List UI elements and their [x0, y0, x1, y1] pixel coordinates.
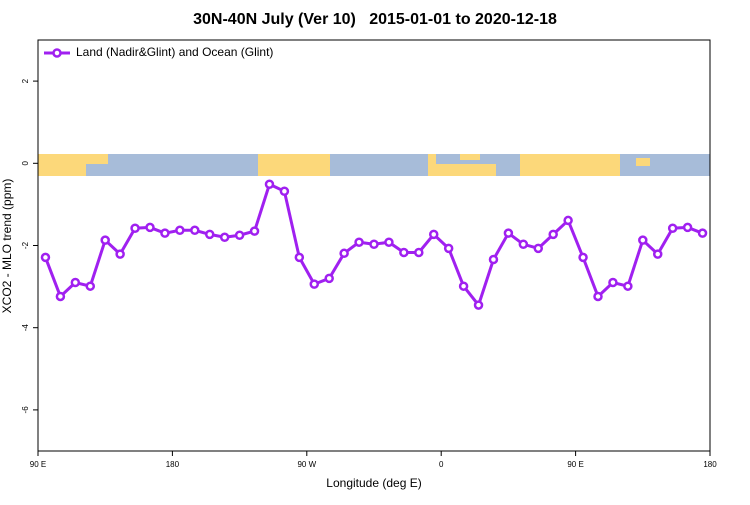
point: [488, 254, 499, 265]
point: [593, 291, 603, 302]
point: [204, 229, 215, 240]
point: [190, 225, 200, 236]
chart-title: 30N-40N July (Ver 10) 2015-01-01 to 2020…: [193, 11, 557, 28]
point: [145, 222, 155, 233]
point: [279, 186, 290, 196]
point: [414, 247, 424, 258]
legend: Land (Nadir&Glint) and Ocean (Glint): [44, 45, 273, 59]
point: [697, 228, 708, 238]
point: [354, 237, 364, 247]
y-tick-label: 0: [21, 161, 30, 166]
point: [294, 252, 305, 263]
point: [249, 226, 260, 236]
point: [160, 228, 170, 238]
x-tick-label: 0: [439, 460, 444, 469]
x-tick-label: 90 W: [297, 460, 316, 469]
point: [309, 279, 320, 289]
x-tick-label: 180: [703, 460, 717, 469]
point: [608, 277, 618, 288]
point: [70, 277, 81, 288]
point: [533, 243, 544, 254]
y-tick-label: -2: [21, 241, 30, 249]
point: [324, 273, 334, 284]
point: [458, 281, 469, 291]
point: [55, 291, 66, 302]
point: [682, 222, 693, 233]
point: [219, 232, 230, 243]
point: [234, 230, 245, 240]
point: [638, 235, 648, 245]
point: [443, 243, 454, 254]
y-tick-label: -4: [21, 324, 30, 332]
point: [548, 229, 558, 240]
y-tick-label: 2: [21, 78, 30, 83]
point: [652, 249, 663, 259]
y-axis-label: XCO2 - MLO trend (ppm): [0, 179, 14, 314]
point: [518, 239, 529, 250]
x-tick-label: 180: [166, 460, 180, 469]
point: [667, 223, 678, 233]
x-tick-label: 90 E: [567, 460, 583, 469]
point: [623, 281, 633, 291]
point: [40, 252, 51, 263]
legend-label: Land (Nadir&Glint) and Ocean (Glint): [76, 45, 273, 59]
point: [264, 179, 275, 190]
x-axis-label: Longitude (deg E): [326, 476, 421, 490]
point: [563, 215, 573, 226]
point: [100, 235, 110, 245]
legend-swatch: [52, 48, 62, 58]
point: [85, 281, 96, 291]
point: [578, 252, 588, 263]
point: [175, 225, 185, 236]
point: [503, 228, 514, 238]
point: [473, 300, 484, 310]
point: [428, 229, 439, 240]
point: [369, 239, 379, 250]
point: [115, 249, 125, 259]
point: [399, 247, 409, 258]
point: [130, 223, 140, 233]
map-strip: [38, 154, 710, 176]
point: [339, 248, 349, 259]
x-tick-label: 90 E: [30, 460, 46, 469]
point: [384, 237, 394, 247]
y-tick-label: -6: [21, 406, 30, 414]
